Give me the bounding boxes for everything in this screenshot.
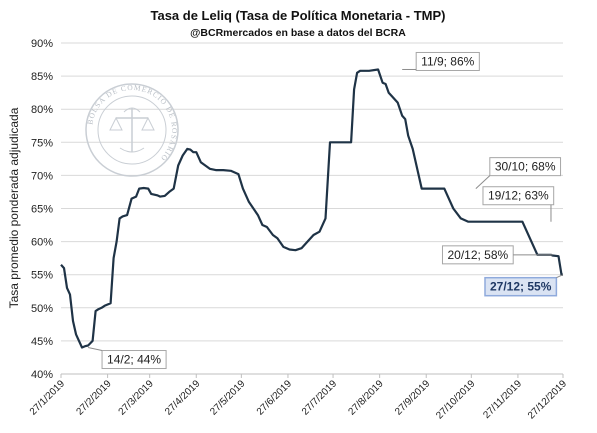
annotation-label: 19/12; 63% (488, 189, 549, 203)
x-tick-label: 27/7/2019 (300, 378, 340, 418)
x-tick-label: 27/9/2019 (393, 378, 433, 418)
y-tick-label: 50% (31, 303, 53, 315)
y-tick-label: 40% (31, 369, 53, 381)
y-tick-label: 55% (31, 270, 53, 282)
annotation-box (441, 245, 514, 265)
x-tick-label: 27/10/2019 (434, 378, 477, 421)
annotation-box (482, 186, 555, 206)
x-tick-label: 27/3/2019 (117, 378, 157, 418)
y-tick-label: 65% (31, 204, 53, 216)
annotation-label: 30/10; 68% (495, 160, 556, 174)
x-tick-label: 27/4/2019 (163, 378, 203, 418)
annotation-box (415, 51, 480, 71)
x-tick-label: 27/5/2019 (208, 378, 248, 418)
y-axis-label: Tasa promedio ponderada adjudicada (7, 107, 21, 308)
x-tick-label: 27/2/2019 (74, 378, 114, 418)
x-tick-label: 27/1/2019 (28, 378, 68, 418)
chart-subtitle: @BCRmercados en base a datos del BCRA (190, 27, 406, 39)
annotation: 27/12; 55% (484, 274, 564, 297)
annotation-leader (475, 175, 491, 190)
annotation-box (101, 350, 167, 370)
y-tick-label: 45% (31, 336, 53, 348)
x-tick-label: 27/8/2019 (347, 378, 387, 418)
x-tick-label: 27/12/2019 (526, 378, 569, 421)
annotation-leader (556, 274, 564, 279)
series-line (60, 68, 563, 349)
y-tick-label: 75% (31, 137, 53, 149)
x-tick-label: 27/11/2019 (481, 378, 524, 421)
series-layer (60, 68, 563, 349)
x-tick-label: 27/6/2019 (255, 378, 295, 418)
chart-title: Tasa de Leliq (Tasa de Política Monetari… (151, 8, 446, 23)
y-tick-label: 85% (31, 71, 53, 83)
y-tick-label: 60% (31, 237, 53, 249)
watermark-seal-icon: BOLSA DE COMERCIO DE ROSARIO (85, 83, 179, 177)
annotation-box (484, 276, 558, 297)
annotation: 30/10; 68% (475, 157, 562, 190)
annotation-box (489, 157, 562, 177)
annotations: 14/2; 44% 11/9; 86% 30/10; 68% 19/12; 63% 20… (87, 51, 564, 370)
annotation: 20/12; 58% (441, 245, 553, 265)
annotation-label: 27/12; 55% (490, 280, 552, 294)
annotation: 14/2; 44% (87, 347, 167, 370)
annotation-label: 14/2; 44% (107, 353, 161, 367)
annotation-label: 20/12; 58% (447, 248, 508, 262)
annotation: 11/9; 86% (402, 51, 480, 71)
annotation: 19/12; 63% (482, 186, 555, 222)
grid-lines (61, 42, 563, 342)
y-tick-label: 90% (31, 38, 53, 50)
y-tick-label: 80% (31, 104, 53, 116)
y-tick-label: 70% (31, 170, 53, 182)
annotation-leader (87, 347, 103, 352)
annotation-label: 11/9; 86% (421, 54, 474, 68)
